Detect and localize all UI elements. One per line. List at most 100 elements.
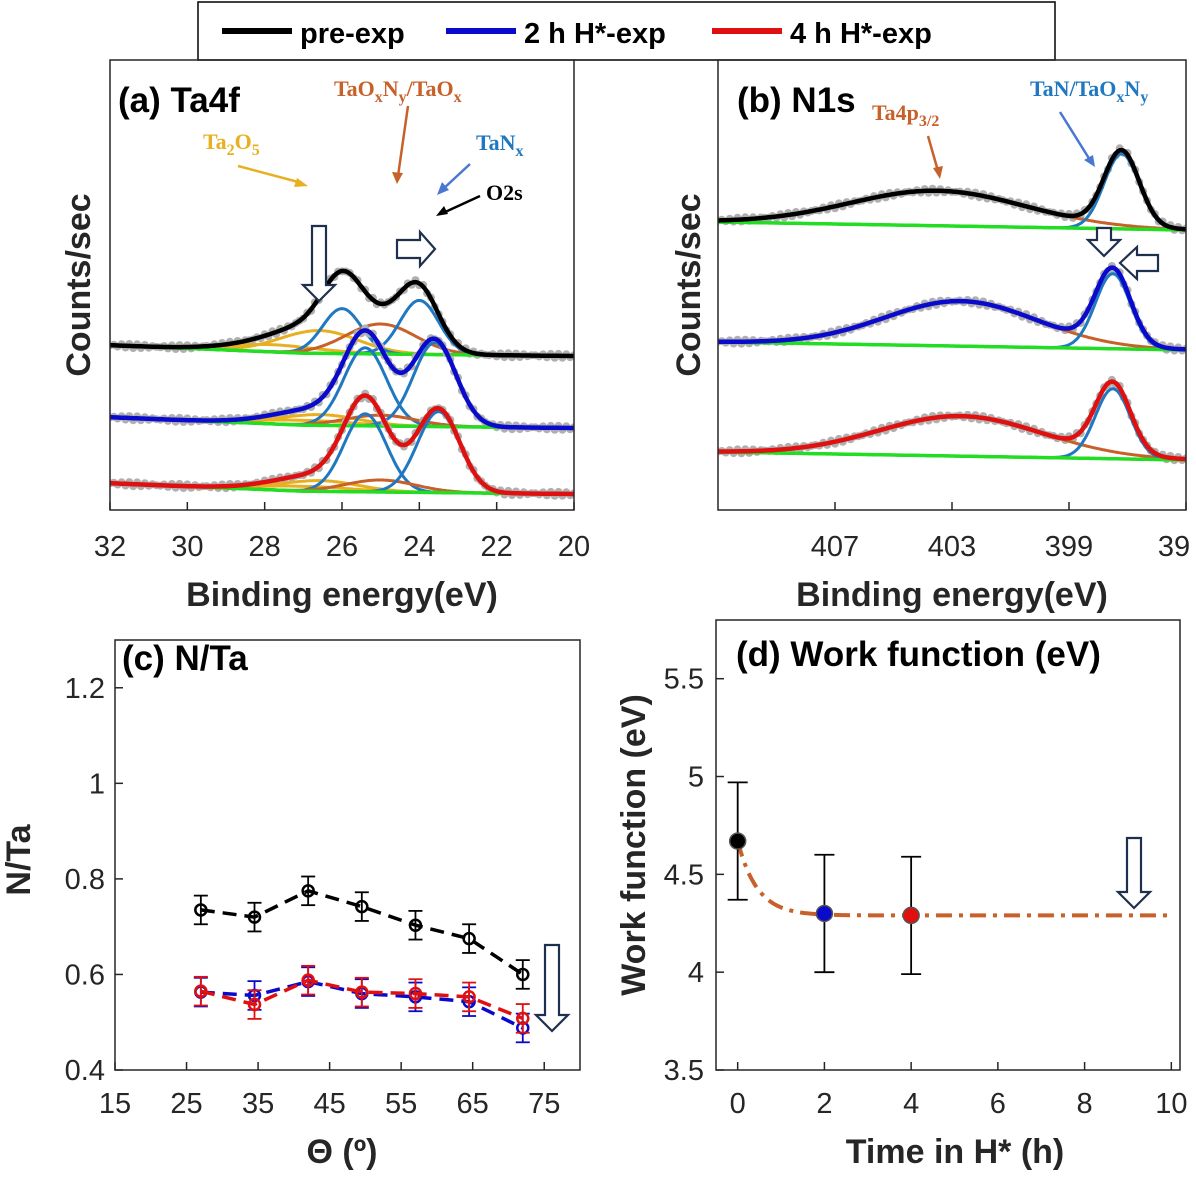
data-point (355, 899, 369, 914)
fit-envelope-4hhexp (110, 393, 574, 497)
y-tick-label: 4 (688, 957, 704, 989)
fit-envelope-2hhexp (110, 328, 574, 431)
fit-envelope-preexp (718, 147, 1186, 232)
x-tick-label: 30 (171, 531, 203, 563)
data-point (408, 986, 423, 1001)
panel-c-ylabel: N/Ta (0, 823, 38, 895)
panel-c-frame (114, 639, 581, 1071)
shift-left-arrow-icon (1118, 244, 1160, 282)
y-tick-label: 5 (688, 762, 704, 794)
panel-c-plot (193, 875, 530, 1044)
data-point (516, 967, 530, 982)
y-tick-label: 1.2 (65, 673, 105, 705)
panel-b-frame (717, 59, 1187, 511)
data-point (902, 906, 920, 925)
spectrum-b-1 (718, 262, 1186, 355)
x-tick-label: 32 (94, 531, 126, 563)
x-tick-label: 26 (326, 531, 358, 563)
data-point (728, 832, 747, 850)
x-tick-label: 399 (1045, 531, 1093, 563)
annotation-ta4p-arrowhead (933, 166, 943, 179)
panel-b-ylabel: Counts/sec (670, 193, 708, 376)
fit-envelope-2hhexp (718, 265, 1186, 352)
legend-label-pre-exp: pre-exp (300, 18, 405, 50)
data-point (247, 910, 262, 924)
x-tick-label: 407 (811, 531, 859, 563)
legend-label-4h: 4 h H*-exp (790, 18, 932, 50)
x-tick-label: 22 (481, 531, 513, 563)
panel-d-title: (d) Work function (eV) (736, 635, 1101, 674)
series-4hhexp (193, 964, 530, 1034)
y-tick-label: 0.4 (65, 1055, 105, 1087)
data-point (194, 903, 208, 917)
annotation-taoxny-arrowhead (392, 172, 403, 184)
panel-b-xlabel: Binding energy(eV) (796, 576, 1108, 614)
annotation-o2s-arrow (442, 194, 481, 215)
x-tick-label: 35 (242, 1088, 274, 1120)
background-line (718, 340, 1186, 352)
decrease-arrow-c-icon (533, 943, 571, 1033)
x-tick-label: 24 (403, 531, 435, 563)
panel-c-title: (c) N/Ta (122, 639, 248, 678)
y-tick-label: 0.8 (65, 864, 105, 896)
panel-c: 15 25 35 45 55 65 75 0.4 0.6 0.8 1 1.2 (c) N/Ta Θ (… (0, 639, 581, 1171)
panel-d-plot (727, 781, 1172, 976)
panel-b-plot (718, 144, 1186, 465)
panel-a-x-ticks: 32 30 28 26 24 22 20 (94, 502, 590, 563)
annotation-taoxny-arrow (396, 105, 410, 177)
legend: pre-exp 2 h H*-exp 4 h H*-exp (197, 1, 1056, 61)
x-tick-label: 45 (313, 1088, 345, 1120)
panel-a-plot (110, 267, 574, 500)
legend-label-2h: 2 h H*-exp (524, 18, 666, 50)
point-preexp (727, 781, 748, 901)
panel-c-xlabel: Θ (º) (307, 1133, 378, 1171)
point-2hhexp (814, 853, 835, 974)
x-tick-label: 10 (1155, 1088, 1187, 1120)
y-tick-label: 3.5 (664, 1055, 704, 1087)
annotation-tan-arrow (1058, 111, 1092, 161)
fit-envelope-4hhexp (718, 379, 1186, 462)
annotation-taoxny: TaOxNy/TaOx (334, 76, 462, 106)
x-tick-label: 25 (170, 1088, 202, 1120)
panel-d: 0 2 4 6 8 10 3.5 4 4.5 5 5.5 (d) Work function (eV… (615, 619, 1188, 1171)
spectrum-a-0 (110, 267, 574, 362)
data-point (516, 1011, 530, 1026)
panel-a-xlabel: Binding energy(eV) (186, 576, 498, 614)
data-point (408, 918, 423, 932)
data-point (462, 990, 476, 1004)
x-tick-label: 6 (990, 1088, 1006, 1120)
panel-d-axes: 0 2 4 6 8 10 3.5 4 4.5 5 5.5 (664, 664, 1188, 1120)
annotation-o2s-arrowhead (436, 206, 448, 216)
annotation-ta2o5: Ta2O5 (203, 129, 260, 159)
panel-b-x-ticks: 407 403 399 39 (811, 502, 1190, 563)
x-tick-label: 20 (558, 531, 590, 563)
data-point (301, 973, 315, 987)
x-tick-label: 55 (385, 1088, 417, 1120)
data-point (815, 904, 834, 923)
shift-down-arrow-b-icon (1085, 226, 1123, 258)
panel-b-title: (b) N1s (737, 81, 856, 120)
panel-d-ylabel: Work function (eV) (615, 694, 653, 996)
annotation-tanx-arrow (441, 163, 471, 191)
annotation-tanx-arrowhead (437, 182, 449, 195)
fit-curve (735, 840, 1172, 918)
shift-right-arrow-icon (395, 229, 437, 269)
spectrum-a-1 (110, 324, 574, 434)
series-preexp (193, 875, 530, 990)
data-point (355, 985, 369, 999)
spectrum-b-0 (718, 144, 1186, 235)
decrease-arrow-d-icon (1115, 836, 1153, 910)
x-tick-label: 403 (928, 531, 976, 563)
x-tick-label: 4 (903, 1088, 919, 1120)
annotation-o2s: O2s (486, 180, 523, 205)
spectrum-b-2 (718, 375, 1186, 465)
fit-envelope-preexp (110, 268, 574, 359)
spectrum-a-2 (110, 389, 574, 500)
data-point (462, 931, 476, 946)
annotation-tan-arrowhead (1084, 155, 1095, 167)
panel-d-xlabel: Time in H* (h) (846, 1133, 1065, 1171)
panel-a-frame (109, 59, 575, 511)
x-tick-label: 2 (816, 1088, 832, 1120)
y-tick-label: 4.5 (664, 859, 704, 891)
